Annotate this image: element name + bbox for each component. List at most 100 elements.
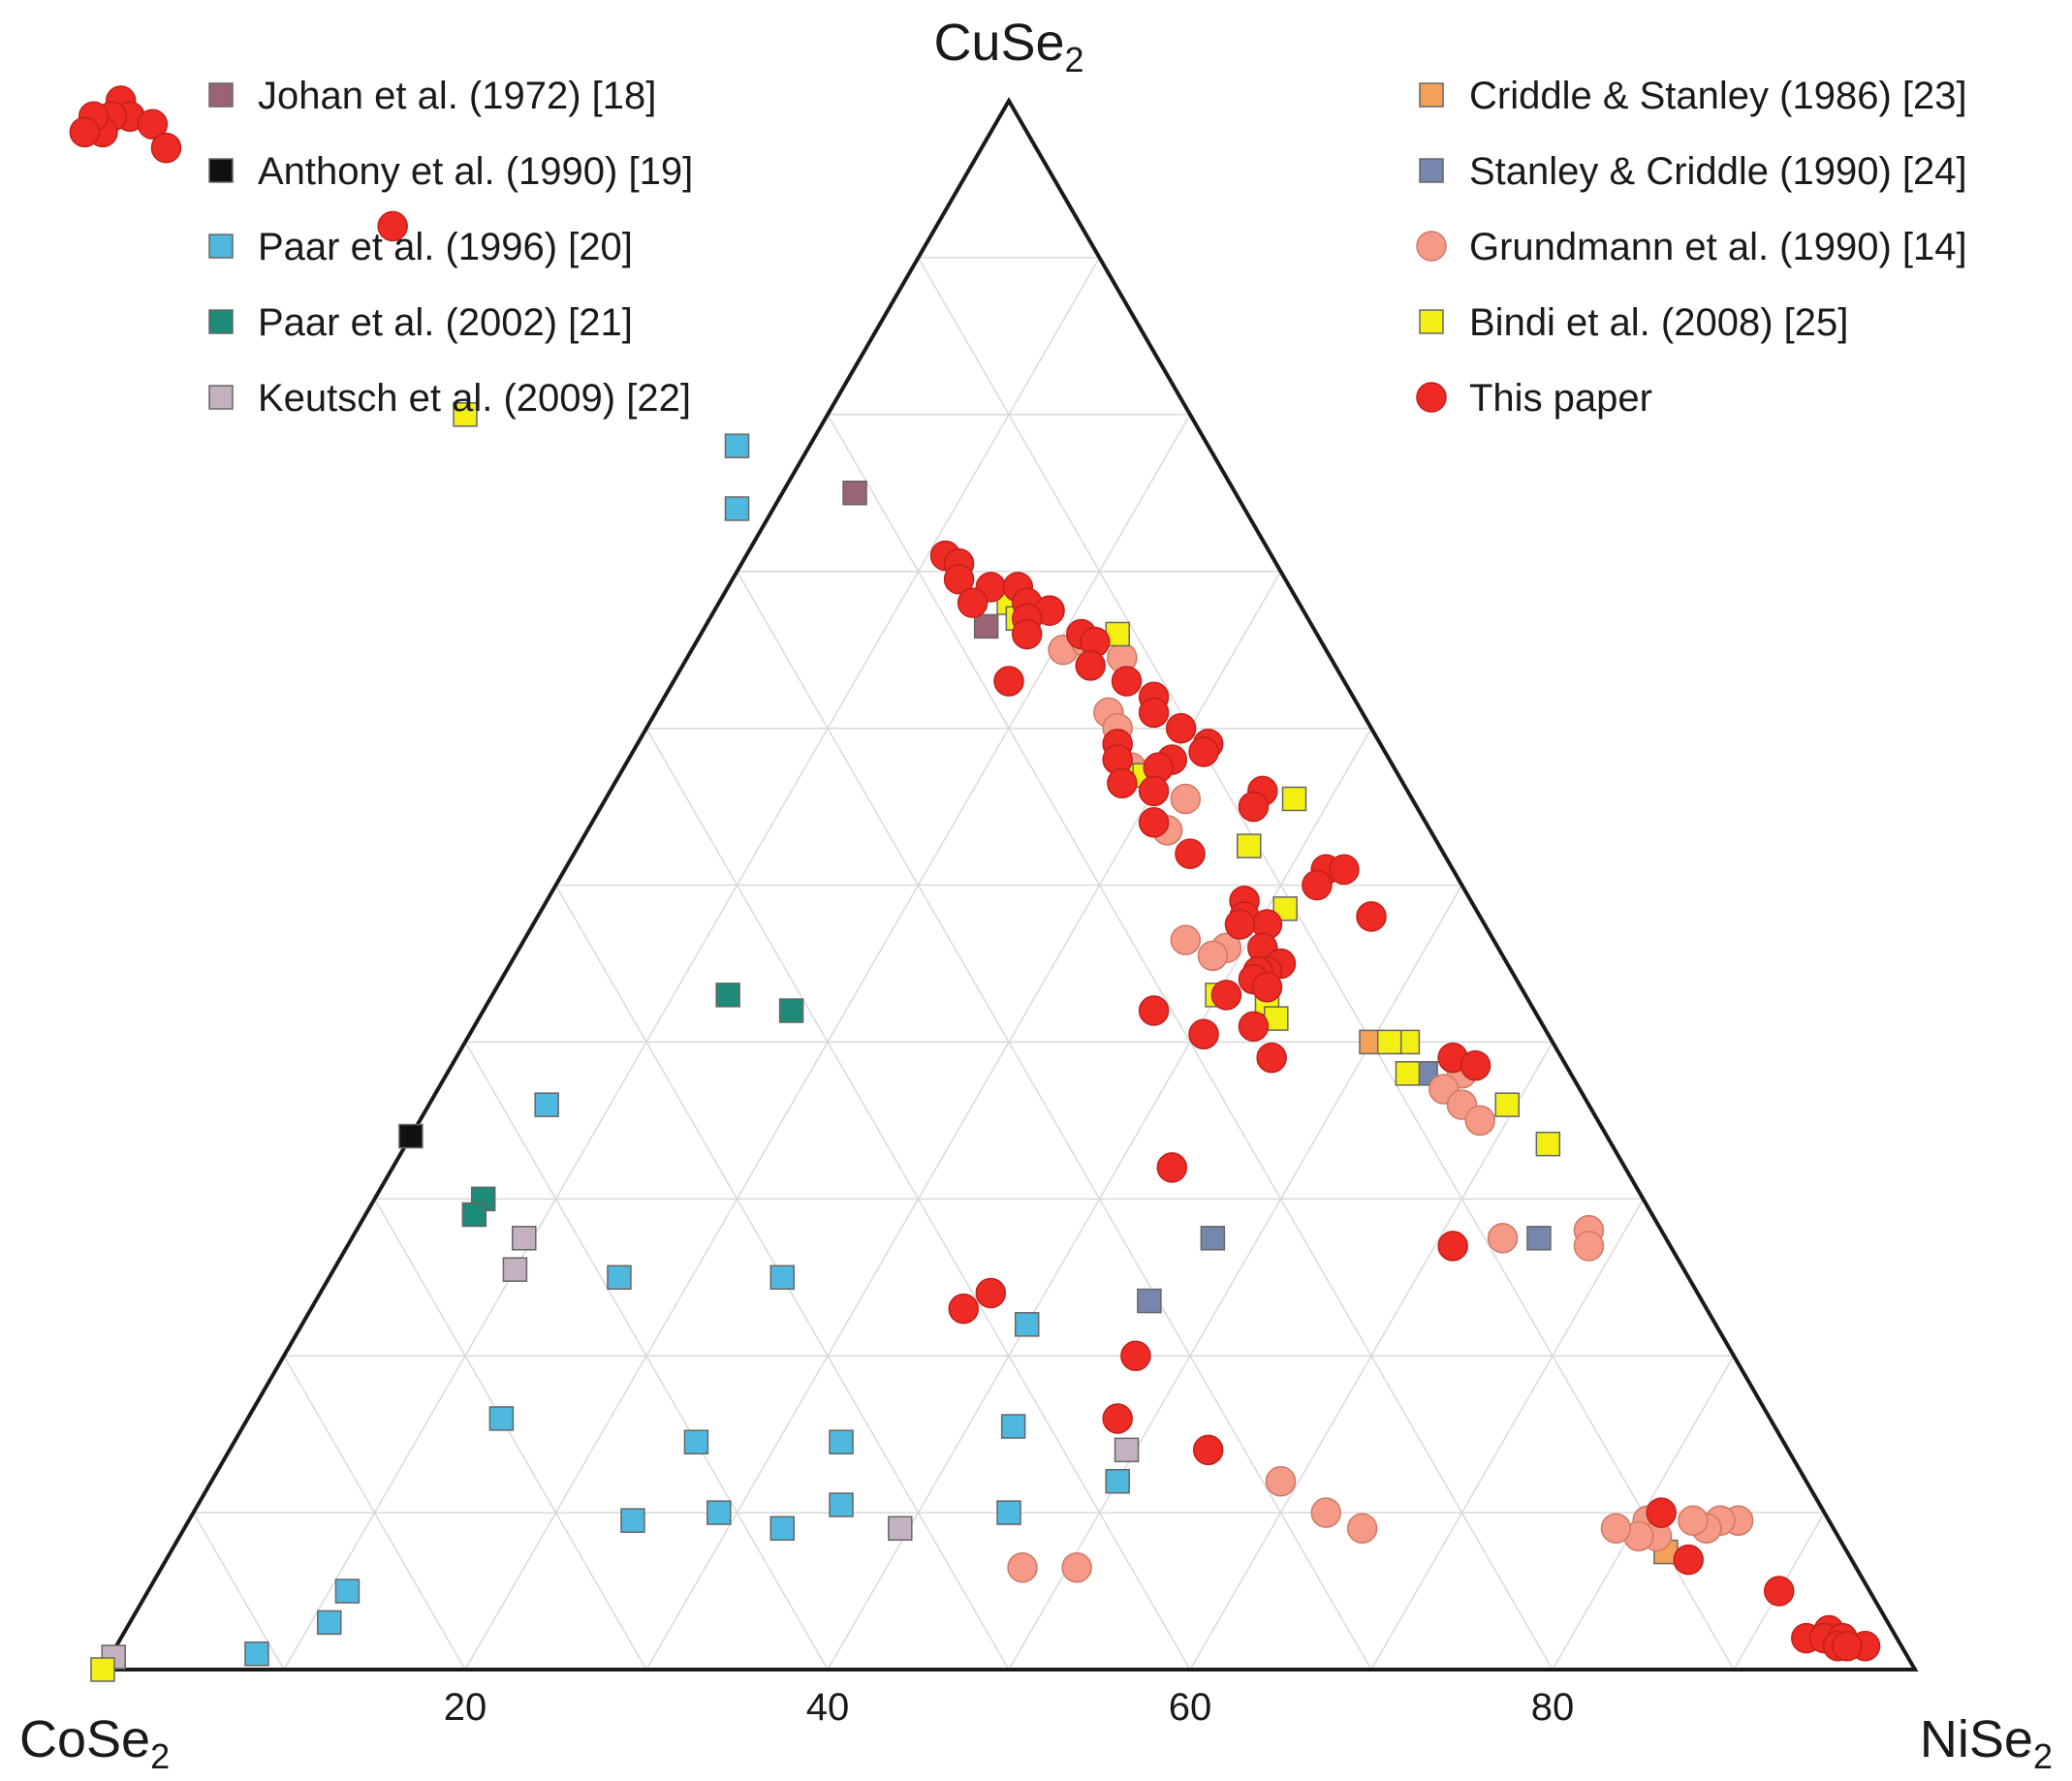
point-paar1996 [829,1492,854,1517]
point-bindi [1376,1029,1402,1055]
point-paar1996 [620,1508,645,1533]
point-paar1996 [683,1429,709,1454]
point-grundmann [1310,1497,1341,1528]
point-johan [973,613,999,640]
point-keutsch [1114,1437,1140,1463]
point-paar2002 [461,1202,487,1228]
tick-label: 60 [1169,1686,1212,1729]
legend-label-johan: Johan et al. (1972) [18] [258,75,656,117]
grid-line [373,1198,647,1671]
point-thispaper [1120,1340,1151,1371]
point-grundmann [1464,1105,1495,1137]
grid-line [283,257,1101,1671]
vertex-top-name: CuSe [933,14,1064,72]
vertex-label-cuse2: CuSe2 [933,14,1083,79]
legend-marker-johan [208,82,234,108]
vertex-right-subscript: 2 [2033,1736,2053,1776]
point-thispaper [1138,806,1170,838]
point-paar1996 [769,1515,795,1542]
point-thispaper [1302,869,1333,901]
point-paar1996 [724,496,750,521]
point-paar1996 [706,1500,732,1525]
point-grundmann [1197,940,1229,972]
point-thispaper [1460,1049,1491,1081]
vertex-top-subscript: 2 [1065,40,1084,79]
point-thispaper [975,1277,1007,1309]
grid-line [917,257,1735,1671]
point-thispaper [948,1293,979,1325]
point-stanley [1200,1226,1226,1251]
point-keutsch [512,1226,537,1251]
grid-line [1189,1042,1554,1671]
triangle-frame [99,97,1919,1672]
point-paar1996 [534,1092,559,1117]
point-thispaper [1251,971,1283,1003]
point-grundmann [1265,1465,1297,1497]
point-stanley [1137,1288,1162,1314]
point-thispaper [1138,995,1170,1026]
point-paar1996 [724,433,750,458]
point-paar1996 [607,1265,632,1290]
grid-line [736,571,1372,1671]
point-thispaper [1437,1231,1468,1262]
point-thispaper [993,666,1024,697]
vertex-right-name: NiSe [1920,1710,2033,1768]
point-grundmann [1007,1552,1038,1583]
grid-line [192,1512,285,1671]
grid-line [1008,885,1463,1671]
point-keutsch [888,1515,913,1542]
legend-marker-bindi [1419,309,1444,334]
data-points [69,85,1881,1682]
point-thispaper [1256,1042,1287,1074]
point-grundmann [1346,1513,1378,1545]
point-keutsch [502,1257,528,1282]
grid-lines [192,257,1826,1671]
point-thispaper [1165,712,1197,744]
point-grundmann [1678,1505,1709,1536]
point-thispaper [1175,838,1206,869]
point-grundmann [1170,924,1202,955]
legend-label-keutsch: Keutsch et al. (2009) [22] [258,377,691,420]
point-grundmann [1170,783,1202,815]
legend-marker-anthony [208,158,234,183]
point-thispaper [1138,697,1170,729]
point-thispaper [1210,980,1242,1011]
point-grundmann [1487,1223,1519,1254]
legend-label-anthony: Anthony et al. (1990) [19] [258,150,693,193]
vertex-label-nise2: NiSe2 [1920,1710,2053,1776]
point-thispaper [1356,901,1387,932]
point-thispaper [1111,666,1143,697]
point-grundmann [1600,1513,1632,1545]
point-bindi [1494,1092,1520,1117]
legend-marker-thispaper [1416,382,1447,413]
legend-label-bindi: Bindi et al. (2008) [25] [1469,301,1848,344]
point-thispaper [1238,791,1270,823]
point-thispaper [1188,736,1219,767]
legend-marker-keutsch [208,385,234,410]
point-stanley [1526,1226,1552,1251]
legend-marker-grundmann [1416,231,1447,262]
point-thispaper [1102,1403,1133,1434]
legend-label-grundmann: Grundmann et al. (1990) [14] [1469,226,1967,268]
point-thispaper [1224,909,1256,940]
point-bindi [1281,786,1307,812]
point-grundmann [1573,1231,1605,1262]
point-paar1996 [829,1429,854,1454]
grid-line [1370,1198,1645,1671]
point-thispaper [1646,1497,1677,1528]
point-paar2002 [778,998,804,1023]
point-bindi [1237,833,1262,859]
point-paar1996 [488,1406,515,1431]
legend-label-criddle: Criddle & Stanley (1986) [23] [1469,75,1967,117]
legend-marker-paar2002 [208,309,234,334]
point-thispaper [1107,767,1138,799]
point-thispaper [1156,1152,1188,1183]
grid-line [283,1355,466,1671]
point-paar1996 [1105,1468,1130,1494]
grid-line [464,1042,829,1671]
legend-label-paar1996: Paar et al. (1996) [20] [258,226,633,268]
tick-label: 80 [1531,1686,1575,1729]
point-thispaper [1329,854,1360,886]
point-thispaper [943,564,975,595]
